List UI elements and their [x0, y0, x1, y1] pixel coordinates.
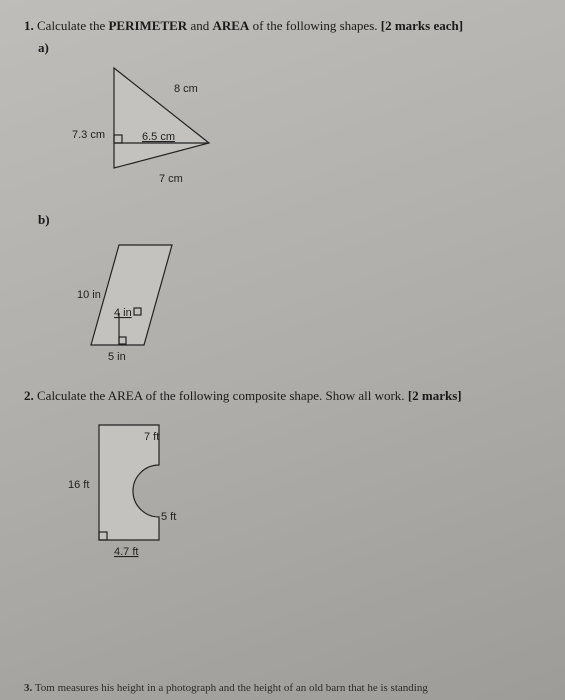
parallelogram-outline — [91, 245, 172, 345]
triangle-a: 8 cm 7.3 cm 6.5 cm 7 cm — [64, 58, 264, 198]
q3-number: 3. — [24, 682, 32, 694]
q1a-label: a) — [38, 40, 541, 56]
q3-text: Tom measures his height in a photograph … — [35, 682, 428, 694]
label-bottom: 4.7 ft — [114, 546, 138, 558]
label-base: 5 in — [108, 351, 126, 363]
label-notch: 5 ft — [161, 511, 176, 523]
label-height: 4 in — [114, 307, 132, 319]
label-hyp: 8 cm — [174, 83, 198, 95]
label-inner: 6.5 cm — [142, 131, 175, 143]
q1-mid: and — [187, 18, 212, 33]
q2-figure: 7 ft 16 ft 5 ft 4.7 ft — [64, 410, 541, 565]
label-left: 16 ft — [68, 479, 89, 491]
label-left: 7.3 cm — [72, 129, 105, 141]
q1a-figure: 8 cm 7.3 cm 6.5 cm 7 cm — [64, 58, 541, 198]
q1b-figure: 10 in 4 in 5 in — [64, 230, 541, 370]
q1-pre: Calculate the — [37, 18, 108, 33]
label-base: 7 cm — [159, 173, 183, 185]
q1-kw2: AREA — [212, 18, 249, 33]
q2-marks: [2 marks] — [408, 388, 462, 403]
q1-number: 1. — [24, 18, 34, 33]
label-top: 7 ft — [144, 431, 159, 443]
q2-number: 2. — [24, 388, 34, 403]
composite-shape: 7 ft 16 ft 5 ft 4.7 ft — [64, 410, 234, 565]
parallelogram-b: 10 in 4 in 5 in — [64, 230, 234, 370]
q2-header: 2. Calculate the AREA of the following c… — [24, 388, 541, 404]
q1-post: of the following shapes. — [249, 18, 380, 33]
q2-prompt: Calculate the AREA of the following comp… — [37, 388, 408, 403]
q1-header: 1. Calculate the PERIMETER and AREA of t… — [24, 18, 541, 34]
q1-marks: [2 marks each] — [381, 18, 463, 33]
label-slant: 10 in — [77, 289, 101, 301]
q3-partial: 3. Tom measures his height in a photogra… — [24, 682, 541, 694]
q1-kw1: PERIMETER — [108, 18, 187, 33]
q1b-label: b) — [38, 212, 541, 228]
